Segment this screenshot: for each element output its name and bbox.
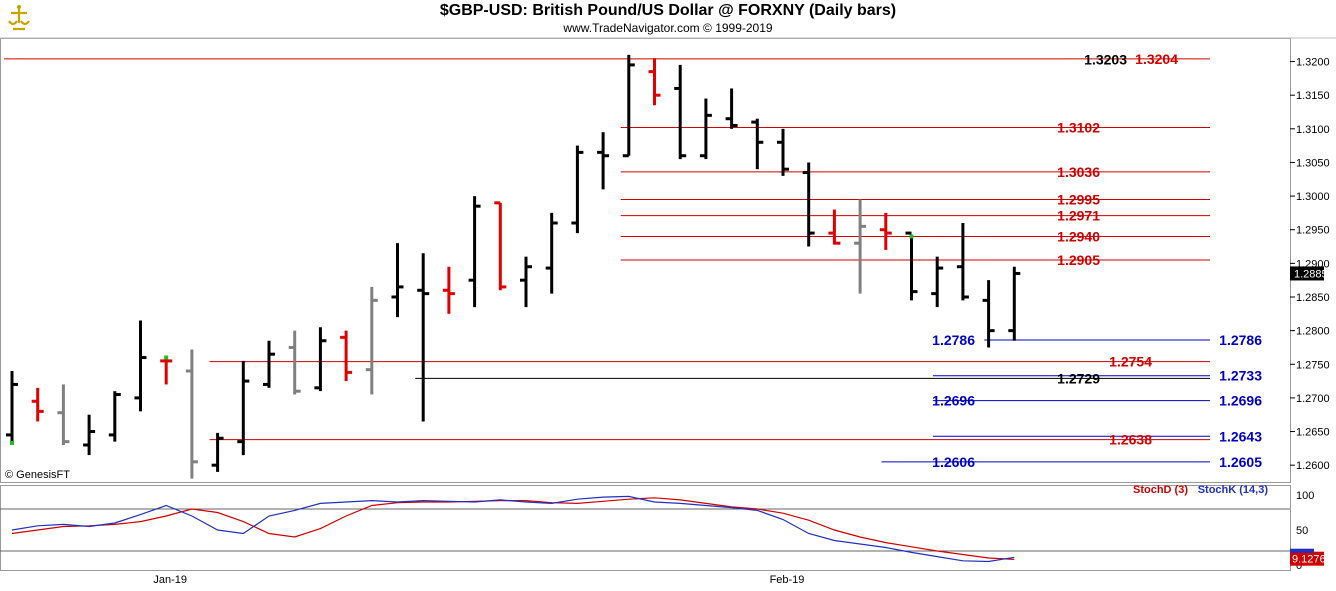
- level-label: 1.2605: [1219, 454, 1262, 470]
- stoch-panel-frame: [0, 485, 1291, 571]
- signal-dot: [10, 441, 14, 445]
- chart-subtitle: www.TradeNavigator.com © 1999-2019: [563, 21, 773, 35]
- level-label-left: 1.2606: [932, 454, 975, 470]
- stoch-series-line: [11, 495, 1015, 563]
- level-label: 1.3102: [1057, 119, 1100, 135]
- level-label: 1.3203: [1084, 52, 1127, 68]
- watermark: © GenesisFT: [5, 469, 70, 481]
- level-label: 1.2754: [1109, 354, 1152, 370]
- stoch-legend-d: StochD (3): [1133, 484, 1188, 496]
- stoch-tick-label: 50: [1296, 525, 1308, 537]
- chart-title: $GBP-USD: British Pound/US Dollar @ FORX…: [439, 2, 897, 19]
- signal-dot: [164, 355, 169, 360]
- stoch-value-label: 9.1276: [1292, 554, 1326, 566]
- stoch-k-marker: [1290, 548, 1314, 553]
- stoch-legend-k: StochK (14,3): [1198, 484, 1269, 496]
- y-tick-label: 1.2950: [1296, 225, 1330, 237]
- level-label: 1.2638: [1109, 432, 1152, 448]
- x-axis-label: Feb-19: [770, 574, 805, 586]
- level-label: 1.2971: [1057, 208, 1100, 224]
- level-label: 1.2786: [1219, 332, 1262, 348]
- y-tick-label: 1.2600: [1296, 460, 1330, 472]
- y-tick-label: 1.2750: [1296, 359, 1330, 371]
- y-tick-label: 1.3150: [1296, 90, 1330, 102]
- current-price-label: 1.2885: [1294, 268, 1328, 280]
- current-price-box: [1290, 266, 1324, 281]
- y-tick-label: 1.3050: [1296, 157, 1330, 169]
- level-label: 1.2940: [1057, 228, 1100, 244]
- level-label: 1.3036: [1057, 164, 1100, 180]
- stoch-value-box: [1290, 551, 1324, 566]
- level-label: 1.2995: [1057, 191, 1100, 207]
- signal-dot: [909, 234, 914, 239]
- level-label: 1.2696: [1219, 393, 1262, 409]
- stoch-tick-label: 0: [1296, 560, 1302, 572]
- y-tick-label: 1.2850: [1296, 292, 1330, 304]
- stoch-tick-label: 100: [1296, 490, 1314, 502]
- y-tick-label: 1.3000: [1296, 191, 1330, 203]
- level-label-left: 1.2696: [932, 393, 975, 409]
- level-label-left: 1.2786: [932, 332, 975, 348]
- trade-navigator-logo-icon: [4, 3, 34, 38]
- y-tick-label: 1.2650: [1296, 427, 1330, 439]
- y-tick-label: 1.3100: [1296, 124, 1330, 136]
- level-label: 1.2729: [1057, 370, 1100, 386]
- level-label: 1.2905: [1057, 252, 1100, 268]
- y-tick-label: 1.3200: [1296, 57, 1330, 69]
- level-label: 1.2733: [1219, 368, 1262, 384]
- y-tick-label: 1.2700: [1296, 393, 1330, 405]
- level-label: 1.2643: [1219, 428, 1262, 444]
- level-label: 1.3204: [1135, 51, 1178, 67]
- x-axis-label: Jan-19: [153, 574, 187, 586]
- y-tick-label: 1.2800: [1296, 326, 1330, 338]
